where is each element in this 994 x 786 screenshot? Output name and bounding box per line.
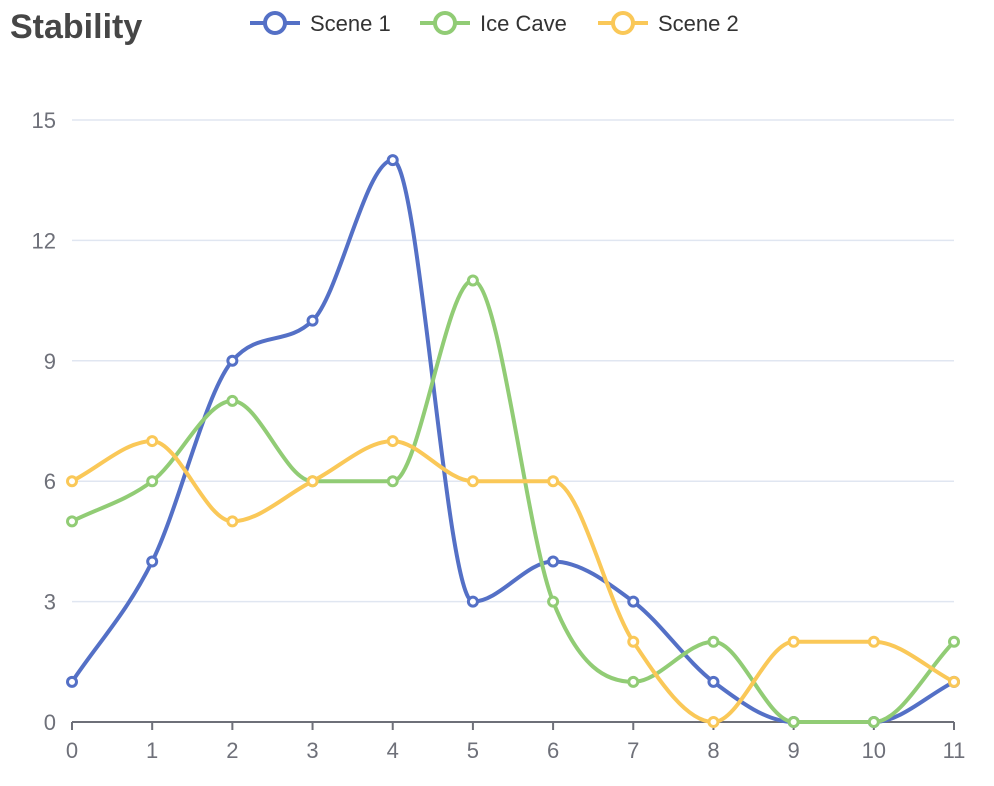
data-point-scene-2[interactable]	[386, 435, 399, 448]
data-point-scene-2[interactable]	[226, 515, 239, 528]
data-point-scene-2[interactable]	[547, 475, 560, 488]
legend-label: Scene 1	[310, 11, 391, 36]
data-point-scene-2[interactable]	[707, 716, 720, 728]
x-tick-label: 6	[547, 738, 559, 763]
data-point-ice-cave[interactable]	[466, 274, 479, 287]
data-point-scene-2[interactable]	[66, 475, 78, 488]
data-point-scene-1[interactable]	[146, 555, 159, 568]
x-tick-label: 4	[387, 738, 399, 763]
data-point-scene-2[interactable]	[146, 435, 159, 448]
data-point-ice-cave[interactable]	[386, 475, 399, 488]
x-axis: 0 1 2 3 4 5 6 7 8 9 10 11	[66, 721, 966, 763]
y-tick-label: 6	[44, 469, 56, 494]
legend-marker	[263, 11, 287, 35]
series-ice-cave	[66, 274, 960, 728]
data-point-ice-cave[interactable]	[66, 515, 78, 528]
data-point-ice-cave[interactable]	[627, 675, 640, 688]
data-point-scene-1[interactable]	[66, 675, 78, 688]
legend-item-scene-1[interactable]: Scene 1	[250, 11, 391, 36]
legend: Scene 1 Ice Cave Scene 2	[250, 11, 739, 36]
y-tick-label: 15	[32, 108, 56, 133]
data-point-scene-1[interactable]	[627, 595, 640, 608]
data-point-scene-1[interactable]	[547, 555, 560, 568]
legend-marker	[433, 11, 457, 35]
x-tick-label: 5	[467, 738, 479, 763]
legend-item-scene-2[interactable]: Scene 2	[598, 11, 739, 36]
legend-item-ice-cave[interactable]: Ice Cave	[420, 11, 567, 36]
x-tick-label: 1	[146, 738, 158, 763]
data-point-ice-cave[interactable]	[226, 394, 239, 407]
x-tick-label: 2	[226, 738, 238, 763]
data-point-scene-1[interactable]	[707, 675, 720, 688]
x-tick-label: 0	[66, 738, 78, 763]
legend-label: Ice Cave	[480, 11, 567, 36]
data-point-scene-1[interactable]	[386, 154, 399, 167]
gridlines	[72, 119, 954, 603]
data-point-ice-cave[interactable]	[787, 716, 800, 728]
data-point-ice-cave[interactable]	[707, 635, 720, 648]
legend-marker	[611, 11, 635, 35]
data-point-scene-2[interactable]	[787, 635, 800, 648]
y-tick-label: 12	[32, 228, 56, 253]
series-scene-2	[66, 435, 960, 728]
series-line-scene-1	[70, 158, 956, 725]
data-point-scene-2[interactable]	[466, 475, 479, 488]
legend-label: Scene 2	[658, 11, 739, 36]
y-tick-label: 9	[44, 349, 56, 374]
data-point-ice-cave[interactable]	[547, 595, 560, 608]
x-tick-label: 3	[306, 738, 318, 763]
data-point-scene-1[interactable]	[466, 595, 479, 608]
data-point-ice-cave[interactable]	[948, 635, 960, 648]
data-point-scene-2[interactable]	[867, 635, 880, 648]
y-tick-label: 0	[44, 710, 56, 735]
data-point-scene-2[interactable]	[306, 475, 319, 488]
x-tick-label: 9	[788, 738, 800, 763]
x-tick-label: 10	[862, 738, 886, 763]
data-point-scene-2[interactable]	[627, 635, 640, 648]
data-point-scene-1[interactable]	[226, 354, 239, 367]
chart-title: Stability	[10, 8, 143, 46]
x-tick-label: 7	[627, 738, 639, 763]
data-point-scene-2[interactable]	[948, 675, 960, 688]
x-tick-label: 11	[943, 738, 966, 763]
x-tick-label: 8	[707, 738, 719, 763]
y-axis: 0 3 6 9 12 15	[32, 108, 56, 735]
y-tick-label: 3	[44, 590, 56, 615]
data-point-ice-cave[interactable]	[146, 475, 159, 488]
data-point-scene-1[interactable]	[306, 314, 319, 327]
data-point-ice-cave[interactable]	[867, 716, 880, 728]
